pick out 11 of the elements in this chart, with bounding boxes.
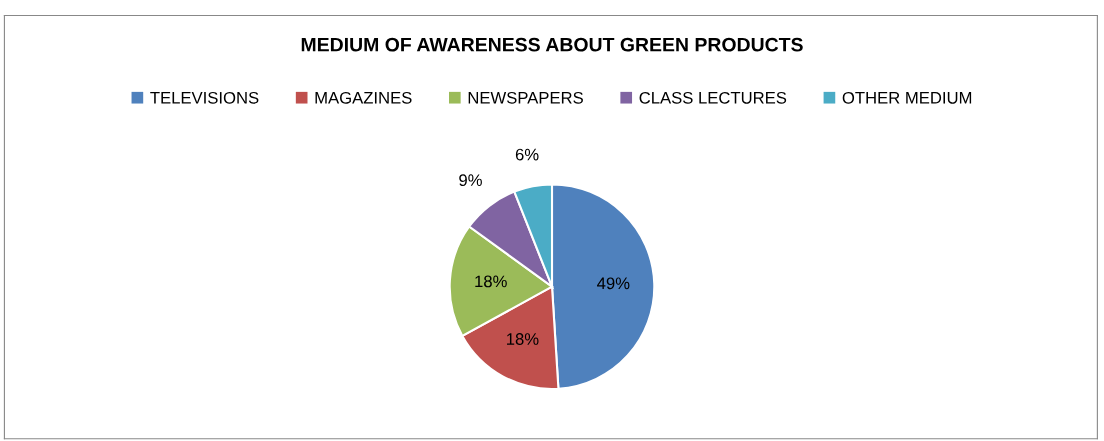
chart-title: MEDIUM OF AWARENESS ABOUT GREEN PRODUCTS [301, 37, 803, 52]
legend-label: CLASS LECTURES [639, 91, 787, 104]
data-label: 18% [507, 333, 539, 345]
data-label: 49% [597, 277, 630, 290]
legend-label: OTHER MEDIUM [842, 91, 972, 104]
legend-label: TELEVISIONS [150, 91, 259, 104]
legend-label: MAGAZINES [315, 91, 412, 104]
data-label: 18% [475, 275, 507, 288]
data-label: 9% [459, 174, 482, 187]
data-label: 6% [515, 148, 539, 161]
legend-label: NEWSPAPERS [468, 91, 583, 104]
